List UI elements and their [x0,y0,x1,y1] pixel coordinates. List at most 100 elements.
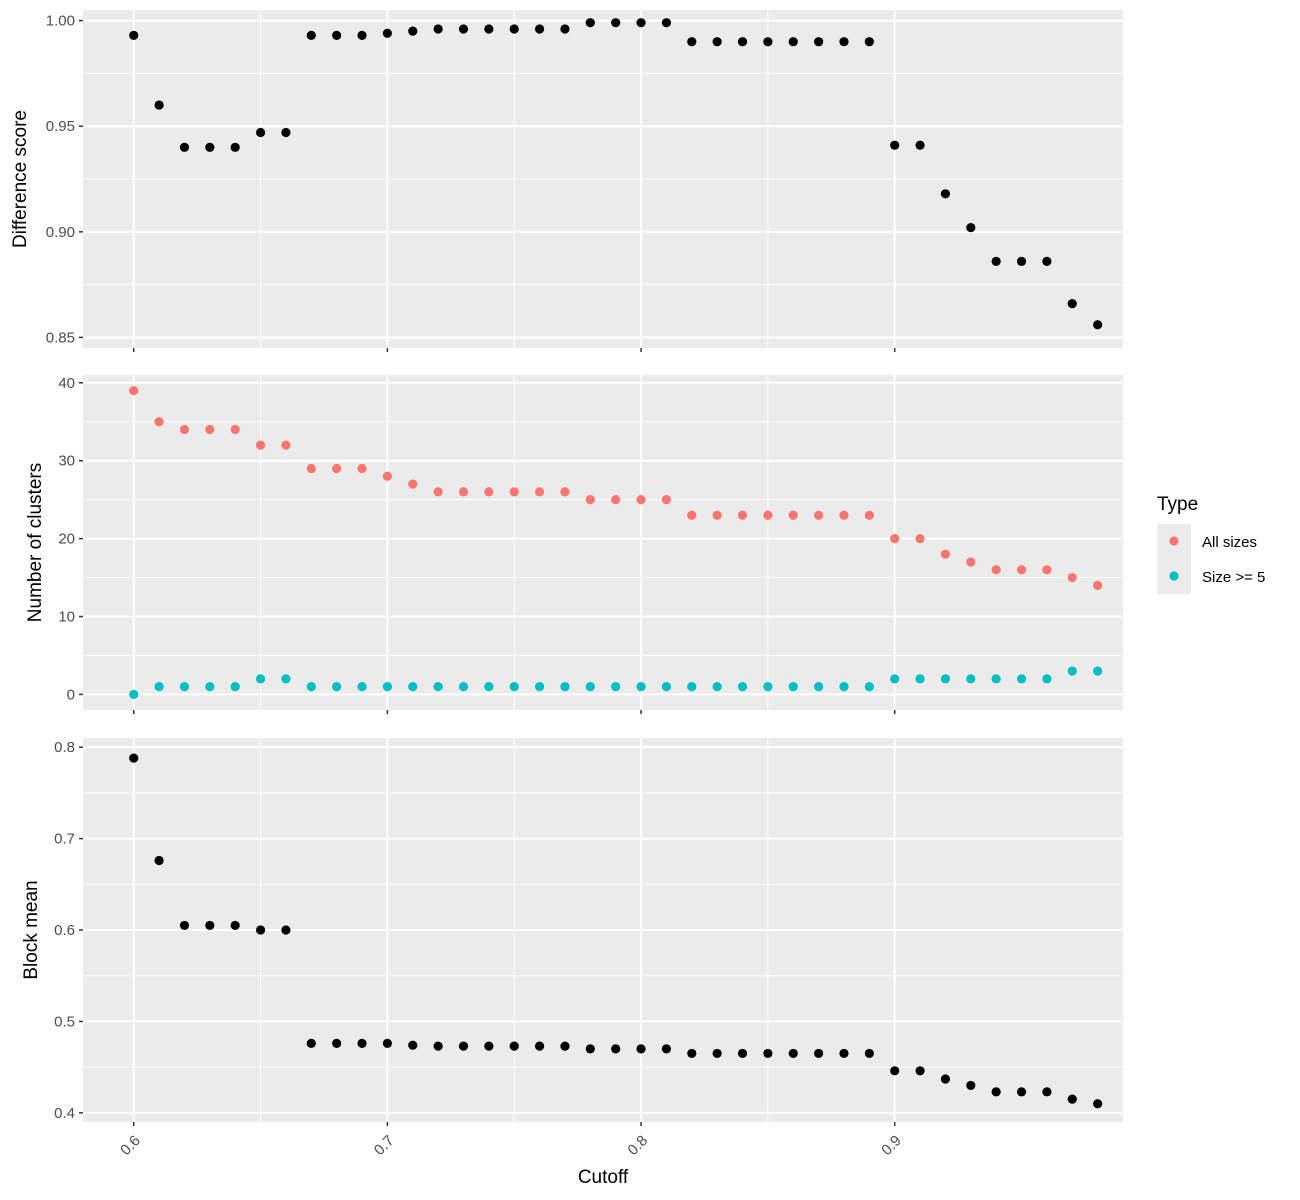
data-point [1042,565,1052,575]
data-point [915,140,925,150]
data-point [179,682,190,692]
data-point [890,1066,900,1076]
legend-label: Size >= 5 [1202,569,1265,586]
y-tick-label: 0.85 [46,329,75,346]
data-point [687,682,697,692]
y-tick-label: 0.7 [54,831,75,848]
data-point [940,1074,951,1084]
data-point [737,510,748,520]
y-tick-label: 20 [58,531,75,548]
data-point [357,1038,367,1048]
data-point [382,471,392,481]
data-point [484,1041,494,1051]
legend-key-background [1157,524,1191,594]
data-point [712,510,722,520]
data-point [890,140,900,150]
data-point [737,37,748,47]
data-point [991,674,1001,684]
data-point [966,674,976,684]
data-point [864,682,874,692]
series-1 [129,385,1103,590]
data-point [281,440,291,450]
data-point [154,417,164,427]
y-tick-label: 0.4 [54,1105,75,1122]
data-point [1067,1094,1077,1104]
data-point [1016,565,1027,575]
y-tick-label: 0 [67,686,75,703]
y-axis-title: Block mean [21,880,42,979]
data-point [839,1048,849,1059]
panel-1: 0.85 0.90 0.95 1.00 Difference score [10,10,1123,352]
data-point [661,18,672,28]
data-point [433,24,443,34]
data-point [281,925,291,935]
x-tick-label: 0.9 [878,1132,905,1159]
data-point [560,487,570,497]
data-point [408,479,418,489]
legend-entries: All sizes Size >= 5 [1169,534,1265,586]
data-point [763,682,773,692]
data-point [814,37,824,47]
y-tick-label: 0.6 [54,922,75,939]
data-point [306,682,316,692]
data-point [991,256,1001,266]
data-point [433,1041,443,1051]
data-point [1093,1099,1103,1109]
data-point [966,557,976,567]
data-point [357,30,367,40]
data-point [687,1048,697,1059]
data-point [915,1066,925,1076]
data-point [129,30,139,40]
data-point [1067,666,1077,676]
data-point [332,682,342,692]
data-point [788,1048,798,1059]
x-tick-label: 0.6 [117,1132,144,1159]
x-tick-label: 0.8 [624,1132,651,1159]
legend-label: All sizes [1202,534,1257,551]
data-point [534,24,545,34]
data-point [1016,256,1027,266]
data-point [864,37,874,47]
data-point [788,682,798,692]
data-point [814,682,824,692]
data-point [1042,1087,1052,1097]
data-point [205,424,215,435]
data-point [661,495,672,505]
data-point [712,37,722,47]
data-point [179,142,190,152]
data-point [585,18,595,28]
data-point [890,534,900,544]
data-point [179,920,190,931]
data-point [839,37,849,47]
data-point [814,1048,824,1059]
data-point [382,28,392,38]
data-point [991,565,1001,575]
data-point [154,682,164,692]
panels-layer: 0.85 0.90 0.95 1.00 Difference score 0 10 20 30 4… [10,10,1123,1159]
data-point [636,495,646,505]
data-point [788,510,798,520]
y-axis-title: Difference score [10,110,31,248]
data-point [458,487,469,497]
data-point [763,510,773,520]
data-point [230,142,240,152]
data-point [509,487,519,497]
data-point [458,1041,469,1051]
series-1 [129,18,1103,330]
data-point [737,1048,748,1059]
data-point [915,674,925,684]
data-point [230,424,240,435]
data-point [737,682,748,692]
data-point [306,1038,316,1048]
data-point [534,1041,545,1051]
data-point [788,37,798,47]
data-point [940,549,951,559]
y-tick-label: 40 [58,375,75,392]
y-tick-label: 0.5 [54,1013,75,1030]
data-point [814,510,824,520]
data-point [255,440,266,450]
data-point [712,1048,722,1059]
data-point [940,189,951,199]
data-point [230,682,240,692]
data-point [255,925,266,935]
